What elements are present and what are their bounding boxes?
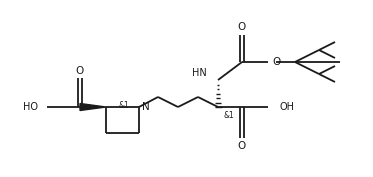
Text: O: O bbox=[238, 141, 246, 151]
Text: &1: &1 bbox=[224, 110, 234, 119]
Polygon shape bbox=[80, 104, 106, 110]
Text: HO: HO bbox=[23, 102, 38, 112]
Text: &1: &1 bbox=[119, 101, 129, 110]
Text: O: O bbox=[238, 22, 246, 32]
Text: OH: OH bbox=[279, 102, 294, 112]
Text: N: N bbox=[142, 102, 150, 112]
Text: O: O bbox=[76, 66, 84, 76]
Text: HN: HN bbox=[192, 68, 207, 78]
Text: O: O bbox=[272, 57, 280, 67]
